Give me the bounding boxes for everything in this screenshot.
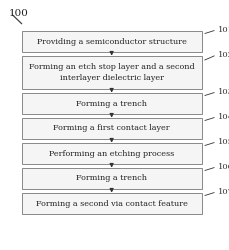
Bar [22,118,202,139]
Bar [22,143,202,164]
Bar [22,56,202,89]
Text: 107: 107 [218,188,229,196]
Bar [22,193,202,214]
Text: 102: 102 [218,51,229,59]
Text: Forming an etch stop layer and a second
interlayer dielectric layer: Forming an etch stop layer and a second … [29,63,194,82]
Bar [22,31,202,52]
Text: Performing an etching process: Performing an etching process [49,150,174,158]
Text: 106: 106 [218,163,229,171]
Text: 100: 100 [9,9,29,18]
Text: Forming a trench: Forming a trench [76,174,147,182]
Text: Providing a semiconductor structure: Providing a semiconductor structure [37,38,187,46]
Text: Forming a trench: Forming a trench [76,100,147,108]
Text: Forming a second via contact feature: Forming a second via contact feature [36,200,188,207]
Bar [22,93,202,114]
Text: 101: 101 [218,26,229,34]
Bar [22,168,202,189]
Text: 104: 104 [218,113,229,121]
Text: Forming a first contact layer: Forming a first contact layer [53,124,170,132]
Text: 105: 105 [218,138,229,146]
Text: 103: 103 [218,88,229,96]
